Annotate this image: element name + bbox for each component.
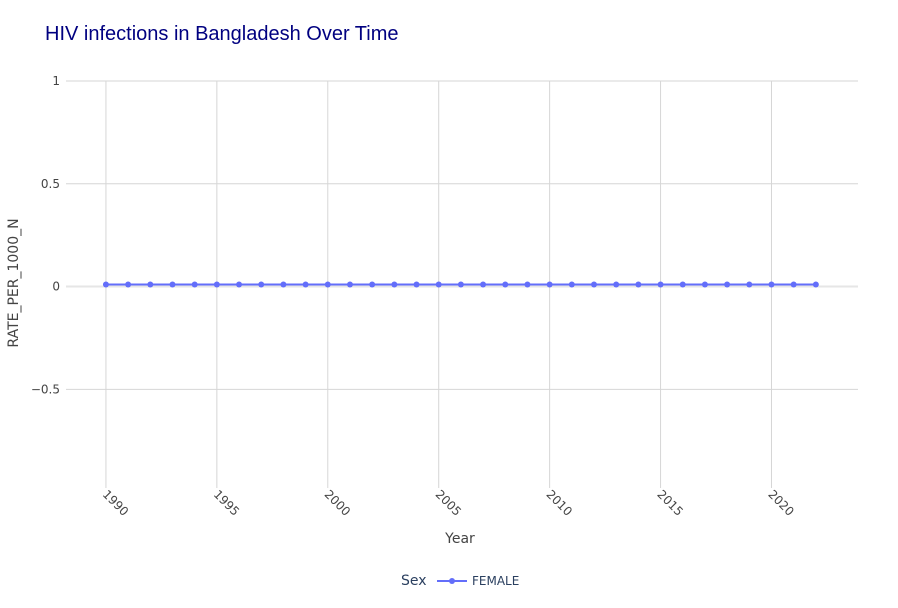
y-axis-ticks: 1 0.5 0 −0.5 bbox=[31, 74, 60, 396]
x-tick-label: 2010 bbox=[544, 487, 575, 518]
x-tick-label: 2005 bbox=[433, 487, 464, 518]
data-point[interactable] bbox=[502, 281, 509, 288]
x-tick-label: 1995 bbox=[211, 487, 242, 518]
data-point[interactable] bbox=[413, 281, 420, 288]
data-point[interactable] bbox=[812, 281, 819, 288]
data-point[interactable] bbox=[236, 281, 243, 288]
data-point[interactable] bbox=[302, 281, 309, 288]
data-point[interactable] bbox=[147, 281, 154, 288]
legend[interactable]: Sex FEMALE bbox=[401, 573, 519, 589]
y-tick-label: 0.5 bbox=[41, 177, 60, 191]
x-tick-label: 2015 bbox=[654, 487, 685, 518]
data-point[interactable] bbox=[613, 281, 620, 288]
data-point[interactable] bbox=[679, 281, 686, 288]
data-point[interactable] bbox=[457, 281, 464, 288]
x-tick-label: 2020 bbox=[765, 487, 796, 518]
x-tick-label: 1990 bbox=[100, 487, 131, 518]
y-tick-label: 0 bbox=[52, 280, 60, 294]
data-point[interactable] bbox=[568, 281, 575, 288]
y-tick-label: −0.5 bbox=[31, 382, 60, 396]
data-point[interactable] bbox=[258, 281, 265, 288]
data-point[interactable] bbox=[280, 281, 287, 288]
x-axis-title: Year bbox=[444, 531, 475, 547]
series-layer bbox=[102, 281, 819, 288]
legend-title: Sex bbox=[401, 573, 427, 589]
data-point[interactable] bbox=[746, 281, 753, 288]
data-point[interactable] bbox=[169, 281, 176, 288]
data-point[interactable] bbox=[346, 281, 353, 288]
x-tick-label: 2000 bbox=[322, 487, 353, 518]
data-point[interactable] bbox=[435, 281, 442, 288]
data-point[interactable] bbox=[591, 281, 597, 288]
data-point[interactable] bbox=[546, 281, 553, 288]
data-point[interactable] bbox=[657, 281, 664, 288]
data-point[interactable] bbox=[369, 281, 376, 288]
data-point[interactable] bbox=[724, 281, 731, 288]
x-axis-ticks: 1990 1995 2000 2005 2010 2015 2020 bbox=[100, 487, 797, 518]
data-point[interactable] bbox=[324, 281, 331, 288]
data-point[interactable] bbox=[480, 281, 487, 288]
data-point[interactable] bbox=[790, 281, 797, 288]
legend-marker-icon bbox=[449, 578, 455, 584]
data-point[interactable] bbox=[524, 281, 531, 288]
data-point[interactable] bbox=[701, 281, 708, 288]
data-point[interactable] bbox=[213, 281, 220, 288]
y-tick-label: 1 bbox=[52, 74, 60, 88]
data-point[interactable] bbox=[768, 281, 775, 288]
data-point[interactable] bbox=[635, 281, 642, 288]
data-point[interactable] bbox=[391, 281, 398, 288]
data-point[interactable] bbox=[191, 281, 198, 288]
legend-item-female: FEMALE bbox=[472, 574, 519, 588]
chart-title: HIV infections in Bangladesh Over Time bbox=[45, 23, 399, 45]
data-point[interactable] bbox=[102, 281, 109, 288]
y-axis-title: RATE_PER_1000_N bbox=[6, 218, 22, 347]
data-point[interactable] bbox=[125, 281, 132, 288]
